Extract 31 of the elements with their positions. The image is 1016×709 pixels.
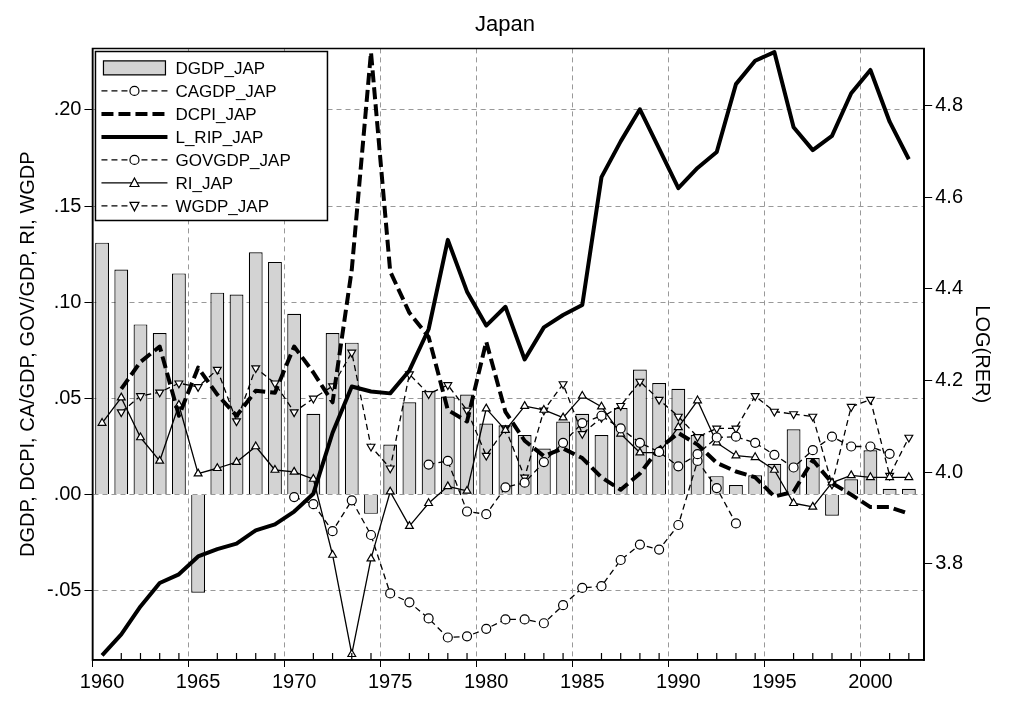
y-tick-label: -.05 <box>46 578 82 601</box>
x-tick-label: 2000 <box>848 669 893 692</box>
chart-title: Japan <box>475 11 535 37</box>
y-tick-label: .00 <box>53 482 82 505</box>
x-tick-label: 1975 <box>367 669 413 692</box>
x-tick-label: 1965 <box>175 669 221 692</box>
legend-label: RI_JAP <box>175 173 234 193</box>
legend-label: DCPI_JAP <box>175 104 257 124</box>
y2-tick-label: 4.8 <box>935 93 964 116</box>
y-tick-label: .20 <box>53 97 82 120</box>
y2-axis-title: LOG(RER) <box>972 305 995 404</box>
y-tick-label: .10 <box>53 289 82 312</box>
legend-label: DGDP_JAP <box>175 58 266 78</box>
legend-label: GOVGDP_JAP <box>175 150 291 170</box>
x-tick-label: 1990 <box>656 669 701 692</box>
x-tick-label: 1970 <box>271 669 317 692</box>
x-tick-label: 1960 <box>79 669 125 692</box>
y2-tick-label: 4.6 <box>935 184 964 207</box>
legend-label: WGDP_JAP <box>175 196 269 216</box>
legend-label: CAGDP_JAP <box>175 81 277 101</box>
y2-tick-label: 4.4 <box>935 276 964 299</box>
legend-label: L_RIP_JAP <box>175 127 264 147</box>
y-tick-label: .05 <box>53 385 82 408</box>
x-tick-label: 1980 <box>463 669 509 692</box>
y2-tick-label: 4.0 <box>935 459 964 482</box>
y2-tick-label: 4.2 <box>935 368 964 391</box>
x-tick-label: 1995 <box>752 669 797 692</box>
x-tick-label: 1985 <box>560 669 605 692</box>
y2-tick-label: 3.8 <box>935 551 964 574</box>
y-tick-label: .15 <box>53 193 82 216</box>
y-axis-title: DGDP, DCPI, CA/GDP, GOV/GDP, RI, WGDP <box>15 151 38 558</box>
